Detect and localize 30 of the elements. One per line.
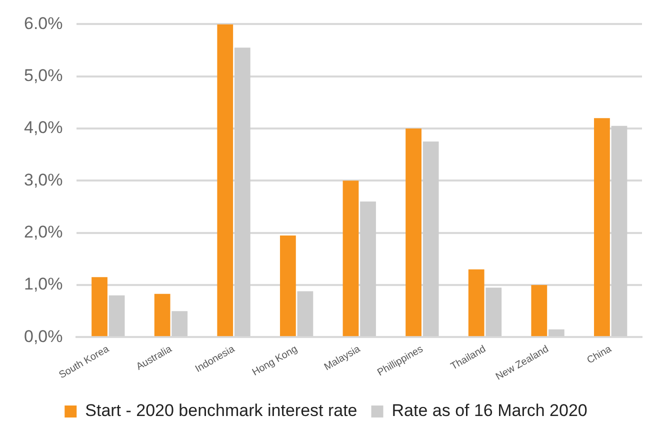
bar xyxy=(217,24,234,336)
y-tick-label: 4,0% xyxy=(24,118,63,138)
bar xyxy=(92,277,108,336)
bar xyxy=(280,235,296,336)
bar xyxy=(531,284,548,336)
bar xyxy=(486,288,502,336)
bar xyxy=(297,291,314,336)
legend-label: Start - 2020 benchmark interest rate xyxy=(85,401,358,420)
legend-label: Rate as of 16 March 2020 xyxy=(392,401,588,420)
bar xyxy=(172,311,188,336)
bar xyxy=(468,269,484,336)
y-tick-label: 6.0% xyxy=(24,14,63,33)
x-tick-label: South Korea xyxy=(57,344,112,382)
y-tick-label: 5,0% xyxy=(24,66,63,86)
bar xyxy=(422,142,439,336)
bar xyxy=(611,126,628,336)
bar xyxy=(548,329,564,336)
bar xyxy=(406,128,422,336)
bar xyxy=(360,202,376,336)
bar xyxy=(342,180,359,336)
y-tick-label: 0,0% xyxy=(24,326,63,346)
x-tick-label: China xyxy=(585,344,614,366)
y-tick-label: 1,0% xyxy=(24,274,63,294)
x-tick-label: Hong Kong xyxy=(250,344,300,378)
y-tick-label: 2,0% xyxy=(24,222,63,242)
bar xyxy=(154,294,170,336)
bar xyxy=(108,295,125,336)
y-tick-label: 3,0% xyxy=(24,170,63,190)
bar xyxy=(594,118,610,336)
bar xyxy=(234,48,250,336)
